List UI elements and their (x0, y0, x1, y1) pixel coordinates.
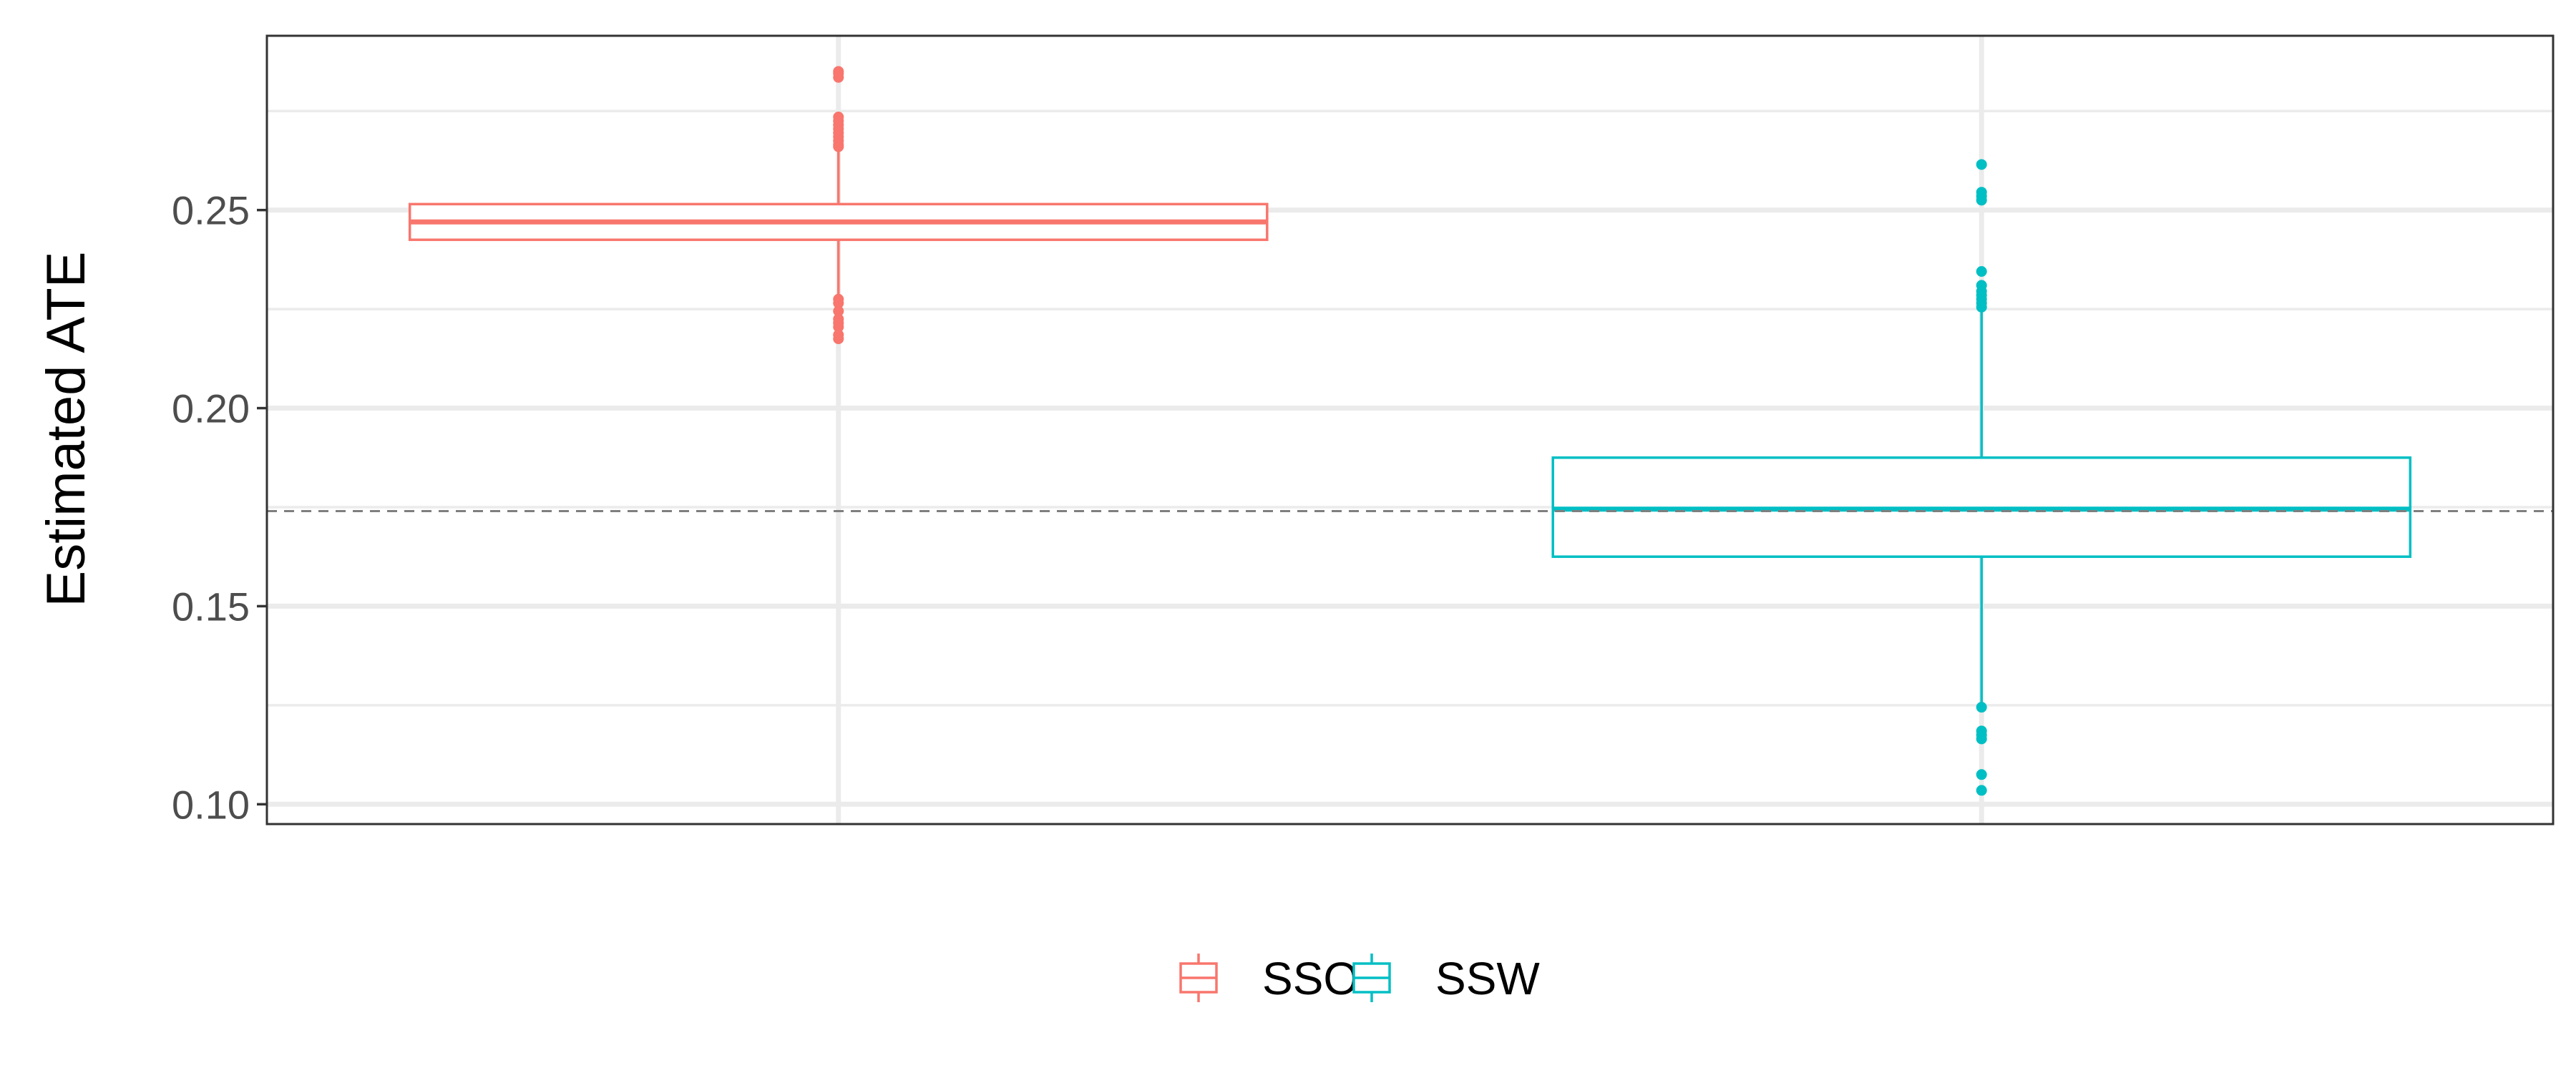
legend-item-ssw: SSW (1352, 953, 1540, 1004)
legend-item-sso: SSO (1179, 953, 1359, 1004)
y-axis-ticks: 0.10 0.15 0.20 0.25 (172, 188, 267, 827)
outlier-point (1976, 187, 1987, 198)
legend: SSO SSW (1179, 953, 1540, 1004)
panel-border (265, 34, 2555, 825)
box-ssw (1551, 159, 2412, 796)
outlier-point (1976, 159, 1987, 170)
legend-label: SSO (1262, 953, 1359, 1004)
outlier-point (833, 333, 844, 345)
outlier-point (833, 112, 844, 123)
outlier-point (1976, 280, 1987, 291)
outlier-point (1976, 769, 1987, 780)
outlier-point (1976, 265, 1987, 277)
outlier-point (1976, 702, 1987, 713)
outlier-point (833, 313, 844, 325)
y-tick-label: 0.15 (172, 584, 250, 629)
box-layer (408, 66, 2412, 796)
legend-label: SSW (1435, 953, 1540, 1004)
box-sso (408, 66, 1269, 345)
y-tick-label: 0.25 (172, 188, 250, 233)
y-tick-label: 0.20 (172, 386, 250, 431)
outlier-point (1976, 725, 1987, 737)
y-axis-title: Estimated ATE (36, 251, 97, 607)
y-tick-label: 0.10 (172, 782, 250, 827)
outlier-point (833, 293, 844, 305)
outlier-point (833, 305, 844, 317)
outlier-point (833, 66, 844, 77)
outlier-point (1976, 785, 1987, 796)
